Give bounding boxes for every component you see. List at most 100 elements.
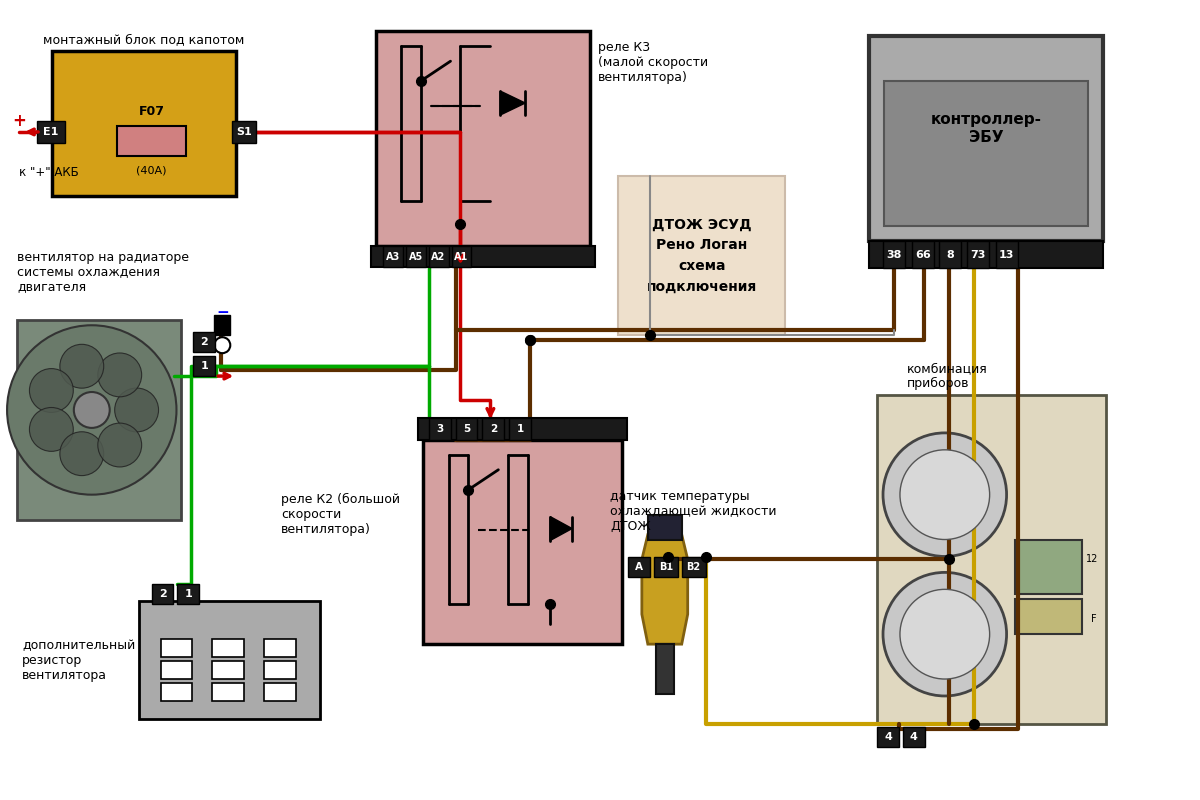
Bar [37, 121, 65, 143]
Circle shape [900, 450, 990, 539]
Text: 8: 8 [946, 250, 954, 259]
Circle shape [98, 353, 142, 397]
Text: 1: 1 [185, 590, 192, 599]
Circle shape [883, 572, 1007, 696]
Text: 12: 12 [1086, 554, 1098, 565]
Bar [422, 440, 622, 644]
Text: 3: 3 [436, 424, 443, 434]
Circle shape [60, 432, 103, 476]
Text: B1: B1 [659, 562, 673, 573]
Text: 4: 4 [884, 732, 892, 742]
Text: 66: 66 [916, 250, 931, 259]
Text: 4: 4 [910, 732, 918, 742]
Circle shape [115, 388, 158, 432]
Bar [682, 558, 706, 578]
Circle shape [900, 590, 990, 679]
Bar [428, 418, 450, 440]
Bar [482, 418, 504, 440]
Circle shape [30, 369, 73, 413]
Text: к "+" АКБ: к "+" АКБ [19, 166, 79, 179]
Bar [869, 241, 1103, 269]
Bar [648, 514, 682, 539]
Text: контроллер-
ЭБУ: контроллер- ЭБУ [931, 112, 1042, 145]
Bar [178, 584, 199, 604]
Bar [161, 683, 192, 701]
Bar [406, 246, 426, 267]
Bar [17, 320, 181, 519]
Bar [938, 241, 961, 269]
Bar [654, 558, 678, 578]
Text: 2: 2 [490, 424, 497, 434]
Circle shape [7, 326, 176, 494]
Text: датчик температуры
охлаждающей жидкости
ДТОЖ: датчик температуры охлаждающей жидкости … [610, 490, 776, 533]
Circle shape [60, 344, 103, 388]
Bar [371, 246, 595, 267]
Bar [264, 661, 296, 679]
Bar [1014, 599, 1082, 634]
Text: E1: E1 [43, 127, 59, 137]
Bar [996, 241, 1018, 269]
Text: комбинация
приборов: комбинация приборов [907, 362, 988, 390]
Bar [139, 602, 320, 719]
Text: +: + [12, 112, 26, 130]
Bar [161, 639, 192, 657]
Text: 2: 2 [158, 590, 167, 599]
Polygon shape [642, 534, 688, 644]
Bar [264, 683, 296, 701]
Circle shape [30, 407, 73, 451]
Bar [883, 241, 905, 269]
Text: 1: 1 [517, 424, 524, 434]
Circle shape [883, 433, 1007, 557]
Bar [877, 727, 899, 746]
Bar [884, 81, 1088, 226]
Bar [116, 126, 186, 156]
Text: вентилятор на радиаторе
системы охлаждения
двигателя: вентилятор на радиаторе системы охлажден… [17, 250, 190, 294]
Text: монтажный блок под капотом: монтажный блок под капотом [43, 34, 245, 46]
Text: A: A [635, 562, 643, 573]
Bar [151, 584, 174, 604]
Bar [877, 395, 1106, 724]
Bar [656, 644, 673, 694]
Text: 5: 5 [463, 424, 470, 434]
Polygon shape [500, 91, 526, 115]
Bar [628, 558, 650, 578]
Bar [212, 683, 245, 701]
Circle shape [98, 423, 142, 467]
Bar [233, 121, 256, 143]
Bar [869, 36, 1103, 241]
Text: 38: 38 [887, 250, 901, 259]
Text: −: − [216, 305, 229, 320]
Bar [509, 418, 532, 440]
Text: A2: A2 [432, 251, 445, 262]
Text: A1: A1 [455, 251, 469, 262]
Text: дополнительный
резистор
вентилятора: дополнительный резистор вентилятора [22, 639, 136, 682]
Polygon shape [550, 517, 572, 541]
Text: F: F [1092, 614, 1097, 624]
Text: реле К2 (большой
скорости
вентилятора): реле К2 (большой скорости вентилятора) [281, 493, 400, 536]
Bar [215, 315, 230, 335]
Bar [376, 31, 590, 246]
Bar [383, 246, 403, 267]
Text: 13: 13 [998, 250, 1014, 259]
Text: A5: A5 [408, 251, 422, 262]
Circle shape [74, 392, 109, 428]
Circle shape [215, 338, 230, 353]
Bar [967, 241, 989, 269]
Bar [193, 356, 215, 376]
Text: ДТОЖ ЭСУД
Рено Логан
схема
подключения: ДТОЖ ЭСУД Рено Логан схема подключения [647, 218, 757, 294]
Text: F07: F07 [138, 105, 164, 118]
Bar [1014, 539, 1082, 594]
Bar [618, 176, 785, 335]
Bar [451, 246, 472, 267]
Text: A3: A3 [385, 251, 400, 262]
Bar [264, 639, 296, 657]
Bar [456, 418, 478, 440]
Text: (40A): (40A) [137, 166, 167, 176]
Text: 73: 73 [970, 250, 985, 259]
Text: 2: 2 [200, 338, 209, 347]
Text: 1: 1 [200, 361, 209, 371]
Bar [902, 727, 925, 746]
Text: B2: B2 [686, 562, 701, 573]
Bar [212, 639, 245, 657]
Bar [161, 661, 192, 679]
